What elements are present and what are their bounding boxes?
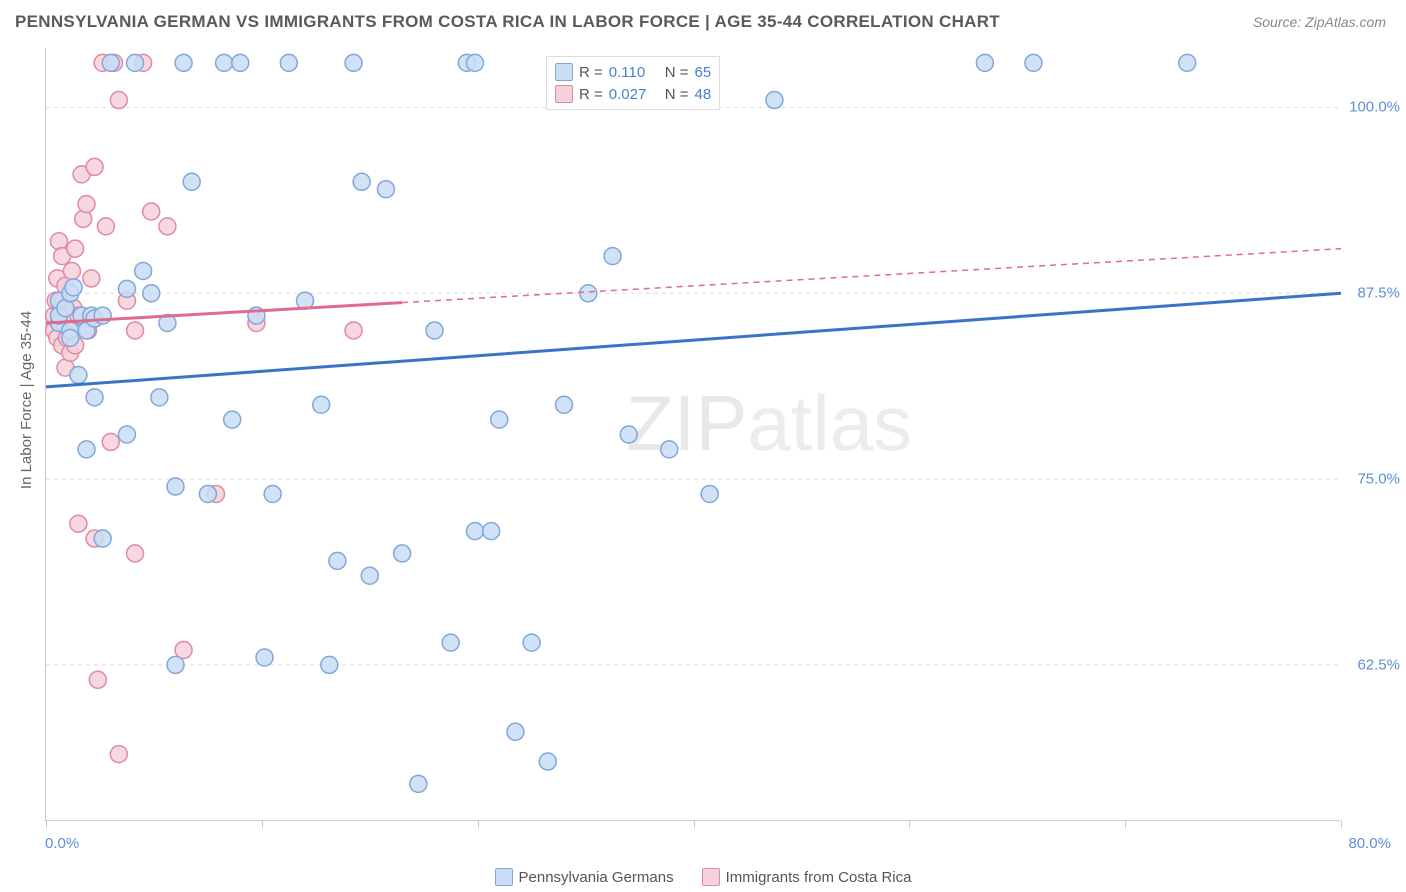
x-min-label: 0.0% (45, 835, 79, 852)
series-a-name: Pennsylvania Germans (519, 869, 674, 886)
series-b-name: Immigrants from Costa Rica (726, 869, 912, 886)
legend-item-b: Immigrants from Costa Rica (702, 868, 912, 886)
n-value-a: 65 (695, 64, 712, 81)
r-value-a: 0.110 (609, 64, 659, 81)
x-tick (478, 820, 479, 828)
n-value-b: 48 (695, 86, 712, 103)
chart-container: PENNSYLVANIA GERMAN VS IMMIGRANTS FROM C… (0, 0, 1406, 892)
swatch-a-bottom (495, 868, 513, 886)
y-tick-label: 100.0% (1349, 99, 1400, 116)
legend-top: R = 0.110 N = 65 R = 0.027 N = 48 (546, 56, 720, 110)
x-tick (694, 820, 695, 828)
legend-row-b: R = 0.027 N = 48 (555, 83, 711, 105)
y-axis-title: In Labor Force | Age 35-44 (18, 311, 35, 489)
chart-title: PENNSYLVANIA GERMAN VS IMMIGRANTS FROM C… (15, 12, 1000, 32)
source-attribution: Source: ZipAtlas.com (1253, 14, 1386, 30)
legend-row-a: R = 0.110 N = 65 (555, 61, 711, 83)
y-tick-label: 87.5% (1357, 285, 1400, 302)
n-label-a: N = (665, 64, 689, 81)
scatter-svg (46, 48, 1340, 820)
x-max-label: 80.0% (1348, 835, 1391, 852)
n-label-b: N = (665, 86, 689, 103)
plot-area: ZIPatlas 62.5%75.0%87.5%100.0% R = 0.110… (45, 48, 1340, 821)
legend-bottom: Pennsylvania Germans Immigrants from Cos… (0, 868, 1406, 886)
y-tick-label: 75.0% (1357, 471, 1400, 488)
swatch-b-bottom (702, 868, 720, 886)
r-value-b: 0.027 (609, 86, 659, 103)
r-label-b: R = (579, 86, 603, 103)
x-tick (46, 820, 47, 828)
y-tick-label: 62.5% (1357, 656, 1400, 673)
swatch-b (555, 85, 573, 103)
x-tick (1125, 820, 1126, 828)
x-tick (1341, 820, 1342, 828)
x-tick (262, 820, 263, 828)
swatch-a (555, 63, 573, 81)
x-tick (909, 820, 910, 828)
legend-item-a: Pennsylvania Germans (495, 868, 674, 886)
r-label-a: R = (579, 64, 603, 81)
